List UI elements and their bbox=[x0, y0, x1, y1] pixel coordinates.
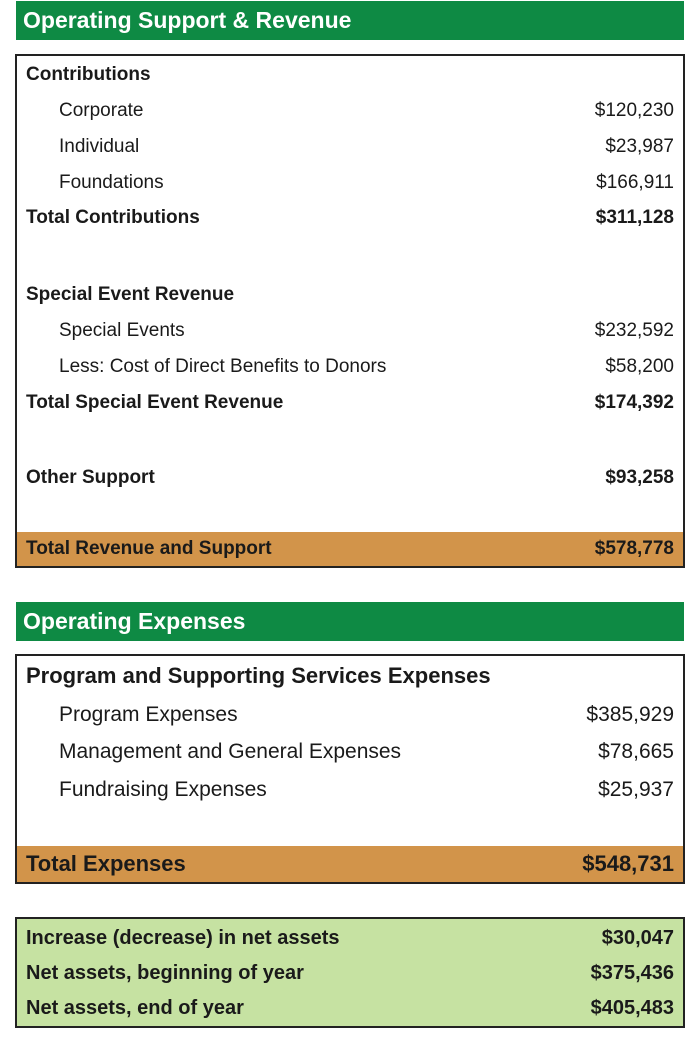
special-event-heading-label: Special Event Revenue bbox=[26, 284, 235, 305]
contribution-label: Foundations bbox=[59, 172, 164, 193]
contribution-row-foundations: Foundations $166,911 bbox=[17, 168, 683, 198]
contribution-label: Individual bbox=[59, 136, 140, 157]
net-assets-row-beginning: Net assets, beginning of year $375,436 bbox=[17, 958, 683, 988]
contribution-value: $120,230 bbox=[594, 100, 674, 121]
total-contributions-label: Total Contributions bbox=[26, 207, 200, 228]
expenses-heading-label: Program and Supporting Services Expenses bbox=[26, 663, 491, 688]
net-assets-value: $405,483 bbox=[590, 996, 674, 1019]
expense-value: $25,937 bbox=[598, 778, 674, 801]
expenses-heading: Program and Supporting Services Expenses bbox=[17, 661, 683, 691]
net-assets-label: Net assets, end of year bbox=[26, 996, 244, 1019]
special-event-row-events: Special Events $232,592 bbox=[17, 316, 683, 346]
total-expenses-value: $548,731 bbox=[582, 851, 674, 876]
contribution-row-corporate: Corporate $120,230 bbox=[17, 96, 683, 126]
revenue-panel: Contributions Corporate $120,230 Individ… bbox=[15, 54, 685, 568]
net-assets-value: $30,047 bbox=[601, 926, 674, 949]
net-assets-label: Net assets, beginning of year bbox=[26, 961, 304, 984]
expense-value: $385,929 bbox=[586, 703, 674, 726]
special-event-value: $232,592 bbox=[594, 320, 674, 341]
expense-row-program: Program Expenses $385,929 bbox=[17, 700, 683, 730]
expenses-section-header: Operating Expenses bbox=[16, 602, 684, 641]
total-expenses-band: Total Expenses $548,731 bbox=[17, 846, 683, 882]
net-assets-row-increase: Increase (decrease) in net assets $30,04… bbox=[17, 923, 683, 953]
expense-label: Management and General Expenses bbox=[59, 740, 402, 763]
expenses-panel: Program and Supporting Services Expenses… bbox=[15, 654, 685, 884]
expense-row-fundraising: Fundraising Expenses $25,937 bbox=[17, 775, 683, 805]
total-contributions-row: Total Contributions $311,128 bbox=[17, 203, 683, 233]
contributions-heading: Contributions bbox=[17, 60, 683, 90]
total-revenue-label: Total Revenue and Support bbox=[26, 538, 272, 559]
contributions-heading-label: Contributions bbox=[26, 64, 151, 85]
special-event-value: $58,200 bbox=[605, 356, 674, 377]
total-special-event-label: Total Special Event Revenue bbox=[26, 392, 284, 413]
total-expenses-label: Total Expenses bbox=[26, 851, 186, 876]
net-assets-summary: Increase (decrease) in net assets $30,04… bbox=[15, 917, 685, 1028]
total-revenue-band: Total Revenue and Support $578,778 bbox=[17, 532, 683, 566]
total-special-event-value: $174,392 bbox=[594, 392, 674, 413]
contribution-value: $23,987 bbox=[605, 136, 674, 157]
other-support-row: Other Support $93,258 bbox=[17, 463, 683, 493]
expense-value: $78,665 bbox=[598, 740, 674, 763]
special-event-label: Special Events bbox=[59, 320, 185, 341]
total-revenue-value: $578,778 bbox=[594, 538, 674, 559]
contribution-row-individual: Individual $23,987 bbox=[17, 132, 683, 162]
net-assets-row-end: Net assets, end of year $405,483 bbox=[17, 993, 683, 1023]
special-event-label: Less: Cost of Direct Benefits to Donors bbox=[59, 356, 387, 377]
contribution-value: $166,911 bbox=[596, 172, 674, 193]
expense-label: Fundraising Expenses bbox=[59, 778, 267, 801]
expense-label: Program Expenses bbox=[59, 703, 238, 726]
other-support-label: Other Support bbox=[26, 467, 155, 488]
expense-row-management: Management and General Expenses $78,665 bbox=[17, 737, 683, 767]
net-assets-value: $375,436 bbox=[590, 961, 674, 984]
contribution-label: Corporate bbox=[59, 100, 144, 121]
special-event-row-cost: Less: Cost of Direct Benefits to Donors … bbox=[17, 352, 683, 382]
total-contributions-value: $311,128 bbox=[595, 207, 674, 228]
net-assets-label: Increase (decrease) in net assets bbox=[26, 926, 340, 949]
revenue-section-header: Operating Support & Revenue bbox=[16, 1, 684, 40]
other-support-value: $93,258 bbox=[605, 467, 674, 488]
total-special-event-row: Total Special Event Revenue $174,392 bbox=[17, 388, 683, 418]
special-event-heading: Special Event Revenue bbox=[17, 280, 683, 310]
